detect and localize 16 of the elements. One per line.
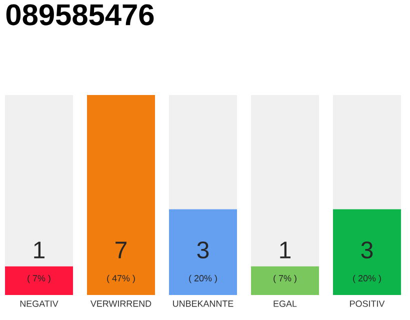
data-label: 3 xyxy=(361,242,373,258)
annotation: ( 20% ) xyxy=(353,274,381,284)
data-label: 1 xyxy=(34,242,44,258)
annotation: ( 20% ) xyxy=(189,274,217,284)
annotation: ( 7% ) xyxy=(28,274,50,284)
x-tick-label: EGAL xyxy=(274,300,297,307)
chart-title: 089585476 xyxy=(6,4,154,26)
x-tick-label: UNBEKANNTE xyxy=(173,300,234,307)
x-tick-label: POSITIV xyxy=(350,300,385,307)
annotation: ( 47% ) xyxy=(107,274,135,284)
annotation: ( 7% ) xyxy=(274,274,296,284)
data-label: 3 xyxy=(197,242,209,258)
x-tick-label: VERWIRREND xyxy=(90,300,152,307)
data-label: 7 xyxy=(116,242,126,258)
data-label: 1 xyxy=(280,242,290,258)
x-tick-label: NEGATIV xyxy=(20,300,58,307)
